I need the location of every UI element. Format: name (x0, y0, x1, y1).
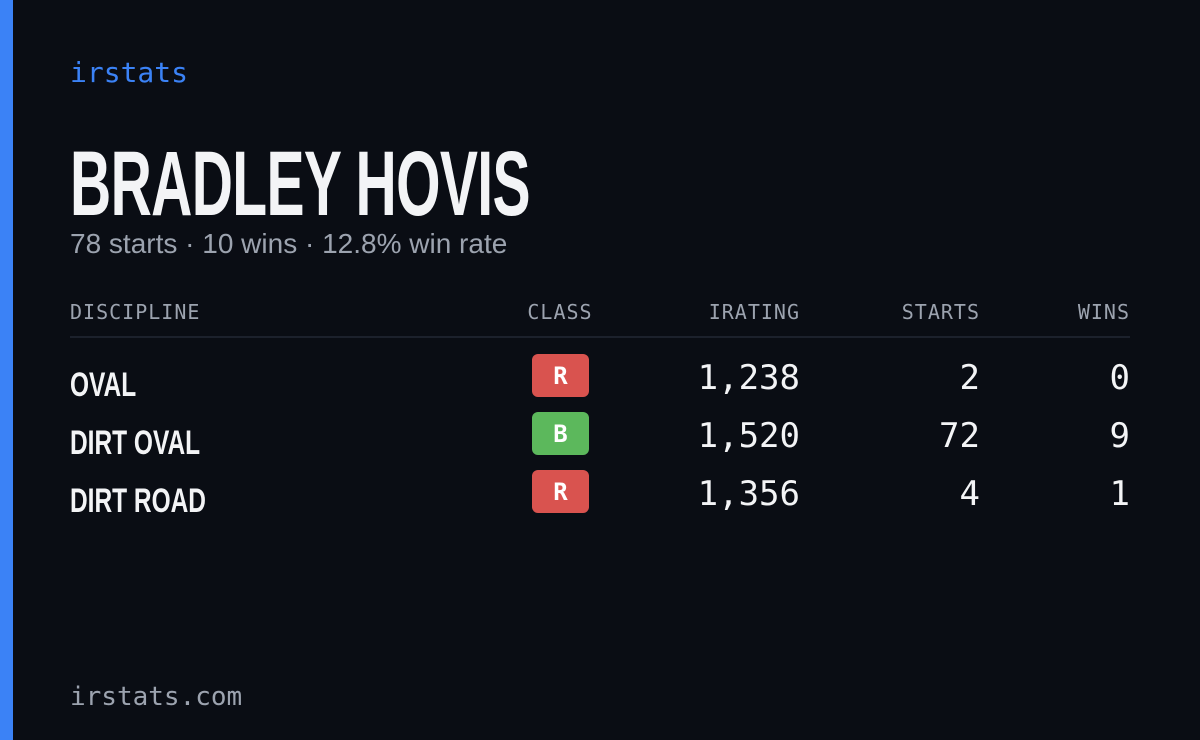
cell-value: 1 (1109, 474, 1130, 514)
column-header: CLASS (527, 300, 593, 324)
footer-url: irstats.com (70, 682, 243, 712)
cell-value: 1,238 (697, 358, 800, 398)
discipline: DIRT OVAL (70, 424, 201, 462)
player-name: BRADLEY HOVIS (70, 133, 531, 235)
cell-value: 4 (959, 474, 980, 514)
discipline: DIRT ROAD (70, 482, 207, 520)
column-header: WINS (1077, 300, 1130, 324)
subtitle: 78 starts · 10 wins · 12.8% win rate (70, 228, 508, 259)
column-header: IRATING (708, 300, 800, 324)
cell-value: 1,520 (697, 416, 800, 456)
cell-value: 72 (939, 416, 980, 456)
cell-value: 2 (959, 358, 980, 398)
divider (70, 336, 1130, 338)
cell-value: 0 (1109, 358, 1130, 398)
accent-bar (0, 0, 13, 740)
column-header: STARTS (901, 300, 980, 324)
cell-value: 1,356 (697, 474, 800, 514)
class-badge: R (532, 354, 589, 397)
cell-value: 9 (1109, 416, 1130, 456)
column-header: DISCIPLINE (70, 300, 201, 324)
brand: irstats (70, 56, 189, 89)
class-badge: R (532, 470, 589, 513)
discipline: OVAL (70, 366, 137, 404)
class-badge: B (532, 412, 589, 455)
